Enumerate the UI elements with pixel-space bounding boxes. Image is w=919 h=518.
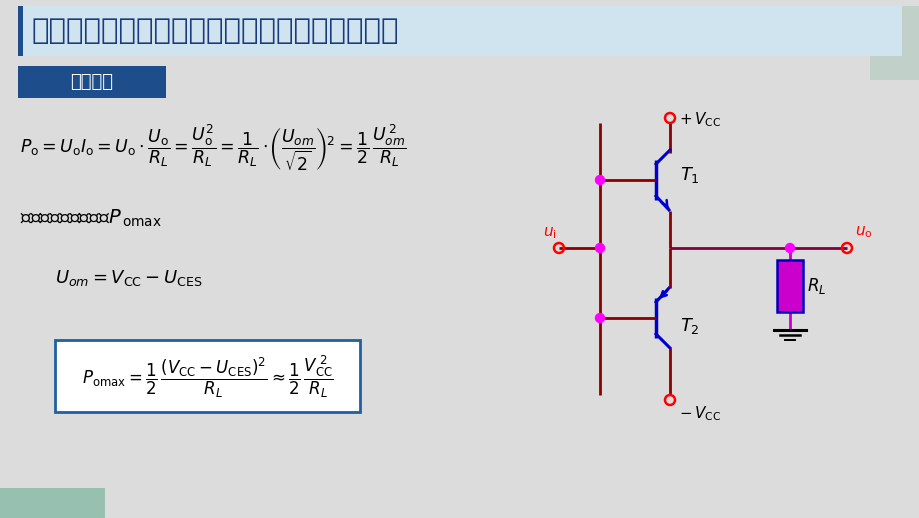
FancyBboxPatch shape [0,488,105,518]
Text: $-\,V_{\rm CC}$: $-\,V_{\rm CC}$ [678,405,720,423]
Circle shape [595,313,604,323]
Text: $u_{\rm o}$: $u_{\rm o}$ [854,224,872,240]
Circle shape [785,243,794,252]
Text: 最大不失真输出功率$P_{\,\rm omax}$: 最大不失真输出功率$P_{\,\rm omax}$ [20,207,162,228]
Text: $U_{om} = V_{\rm CC} - U_{\rm CES}$: $U_{om} = V_{\rm CC} - U_{\rm CES}$ [55,268,202,288]
FancyBboxPatch shape [18,6,23,56]
Text: $+\,V_{\rm CC}$: $+\,V_{\rm CC}$ [678,111,720,130]
Text: $P_{\rm o} = U_{\rm o}I_{\rm o} = U_{\rm o}\cdot\dfrac{U_{\rm o}}{R_L}= \dfrac{U: $P_{\rm o} = U_{\rm o}I_{\rm o} = U_{\rm… [20,123,406,174]
FancyBboxPatch shape [18,66,165,98]
Text: $P_{\rm omax} = \dfrac{1}{2}\,\dfrac{(V_{\rm CC}-U_{\rm CES})^2}{R_L}\approx \df: $P_{\rm omax} = \dfrac{1}{2}\,\dfrac{(V_… [82,354,334,400]
FancyBboxPatch shape [55,340,359,412]
FancyBboxPatch shape [18,6,901,56]
Text: $T_1$: $T_1$ [679,165,699,185]
Text: $T_2$: $T_2$ [679,316,699,336]
Text: 输出功率: 输出功率 [71,73,113,91]
Polygon shape [869,6,919,80]
Text: $u_{\rm i}$: $u_{\rm i}$ [543,225,556,241]
Circle shape [595,176,604,184]
Text: $R_L$: $R_L$ [806,276,825,296]
Circle shape [595,243,604,252]
FancyBboxPatch shape [777,260,802,312]
Text: 乙类双电源互补对称功率放大电路的功率与效率: 乙类双电源互补对称功率放大电路的功率与效率 [32,17,399,45]
